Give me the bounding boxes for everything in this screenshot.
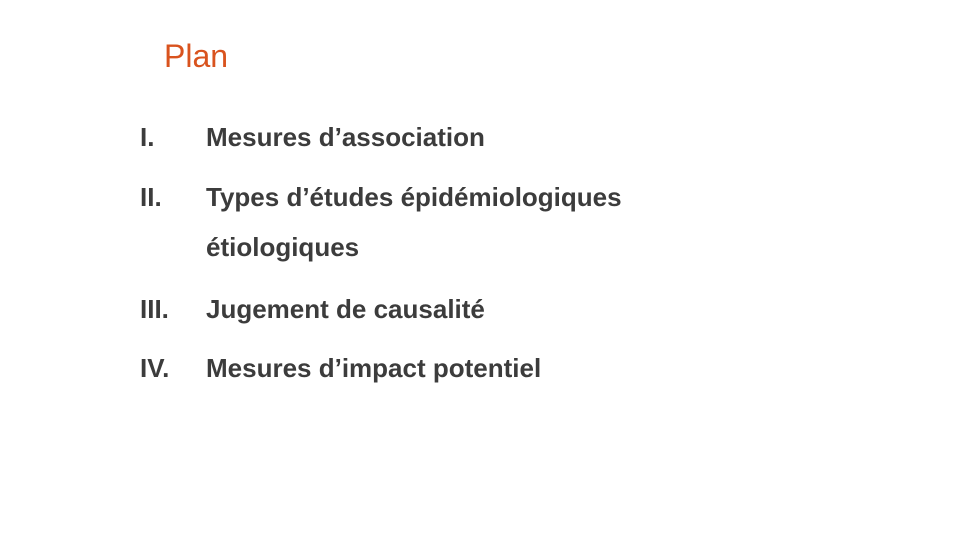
slide-title: Plan — [164, 38, 229, 74]
outline-item-text: Types d’études épidémiologiques étiologi… — [206, 182, 622, 262]
outline-item-impact: IV. Mesures d’impact potentiel — [140, 343, 920, 393]
outline-item-association: I. Mesures d’association — [140, 112, 920, 162]
outline-item-number: I. — [140, 122, 155, 152]
outline-item-study-types: II. Types d’études épidémiologiques étio… — [140, 172, 920, 272]
outline-item-number: II. — [140, 182, 162, 212]
outline-item-number: IV. — [140, 353, 170, 383]
outline-item-text: Mesures d’impact potentiel — [206, 353, 542, 383]
outline-item-causality: III. Jugement de causalité — [140, 284, 920, 334]
outline-item-text: Mesures d’association — [206, 122, 485, 152]
outline-item-text: Jugement de causalité — [206, 294, 485, 324]
outline-item-number: III. — [140, 294, 169, 324]
